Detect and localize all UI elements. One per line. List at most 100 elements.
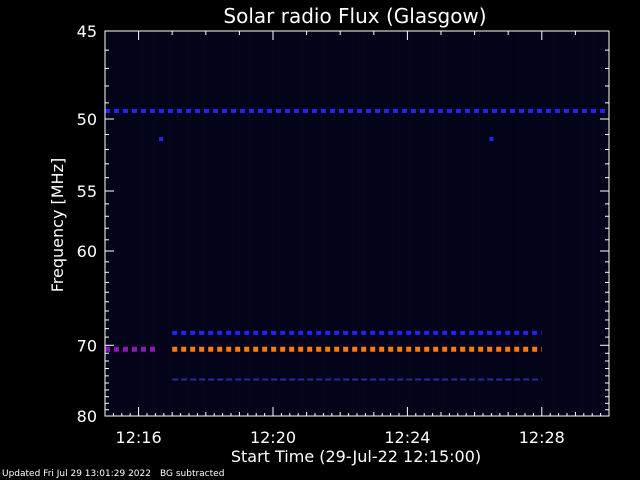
noise-streak [312,32,315,415]
noise-streak [272,32,275,415]
noise-streak [592,32,595,415]
footer-updated: Updated Fri Jul 29 13:01:29 2022 [2,469,151,479]
noise-streak [342,32,345,415]
noise-streak [282,32,285,415]
noise-streak [572,32,575,415]
noise-streak [307,32,310,415]
noise-streak [502,32,505,415]
noise-streak [217,32,220,415]
y-tick-label: 70 [77,336,97,355]
noise-streak [457,32,460,415]
noise-streak [397,32,400,415]
noise-streak [567,32,570,415]
noise-layer [107,32,605,415]
noise-streak [467,32,470,415]
noise-streak [552,32,555,415]
noise-streak [392,32,395,415]
noise-streak [507,32,510,415]
y-tick-label: 50 [77,110,97,129]
noise-streak [522,32,525,415]
noise-streak [327,32,330,415]
noise-streak [252,32,255,415]
noise-streak [232,32,235,415]
noise-streak [402,32,405,415]
noise-streak [437,32,440,415]
noise-streak [407,32,410,415]
noise-streak [187,32,190,415]
noise-streak [112,32,115,415]
noise-streak [362,32,365,415]
plot-background [105,31,609,416]
noise-streak [107,32,110,415]
chart-title: Solar radio Flux (Glasgow) [223,4,486,28]
noise-streak [262,32,265,415]
noise-streak [267,32,270,415]
emission-spot [489,137,494,142]
noise-streak [542,32,545,415]
noise-streak [212,32,215,415]
noise-streak [562,32,565,415]
noise-streak [222,32,225,415]
noise-streak [287,32,290,415]
x-tick-label: 12:24 [384,428,430,447]
noise-streak [387,32,390,415]
noise-streak [472,32,475,415]
noise-streak [347,32,350,415]
noise-streak [237,32,240,415]
noise-streak [357,32,360,415]
y-tick-label: 80 [77,407,97,426]
noise-streak [137,32,140,415]
noise-streak [597,32,600,415]
noise-streak [477,32,480,415]
noise-streak [227,32,230,415]
noise-streak [527,32,530,415]
noise-streak [557,32,560,415]
noise-streak [577,32,580,415]
noise-streak [122,32,125,415]
y-axis: 45 50 55 60 70 80 [77,22,609,426]
noise-streak [207,32,210,415]
noise-streak [257,32,260,415]
x-axis: 12:16 12:20 12:24 12:28 [104,31,610,447]
noise-streak [242,32,245,415]
emission-bands [105,109,609,381]
noise-streak [602,32,605,415]
x-axis-label: Start Time (29-Jul-22 12:15:00) [231,447,481,466]
noise-streak [537,32,540,415]
noise-streak [512,32,515,415]
noise-streak [547,32,550,415]
noise-streak [292,32,295,415]
y-tick-label: 55 [77,182,97,201]
noise-streak [162,32,165,415]
noise-streak [382,32,385,415]
noise-streak [497,32,500,415]
noise-streak [142,32,145,415]
noise-streak [317,32,320,415]
noise-streak [412,32,415,415]
noise-streak [337,32,340,415]
noise-streak [352,32,355,415]
footer-note: BG subtracted [159,469,225,479]
noise-streak [332,32,335,415]
noise-streak [487,32,490,415]
noise-streak [532,32,535,415]
noise-streak [462,32,465,415]
noise-streak [442,32,445,415]
y-tick-label: 60 [77,242,97,261]
noise-streak [182,32,185,415]
x-tick-label: 12:16 [116,428,162,447]
noise-streak [147,32,150,415]
noise-streak [192,32,195,415]
noise-streak [372,32,375,415]
noise-streak [492,32,495,415]
noise-streak [587,32,590,415]
footer: Updated Fri Jul 29 13:01:29 2022 BG subtr… [2,469,233,479]
noise-streak [297,32,300,415]
noise-streak [132,32,135,415]
noise-streak [277,32,280,415]
noise-streak [172,32,175,415]
y-axis-label: Frequency [MHz] [48,158,67,292]
noise-streak [482,32,485,415]
x-tick-label: 12:28 [519,428,565,447]
